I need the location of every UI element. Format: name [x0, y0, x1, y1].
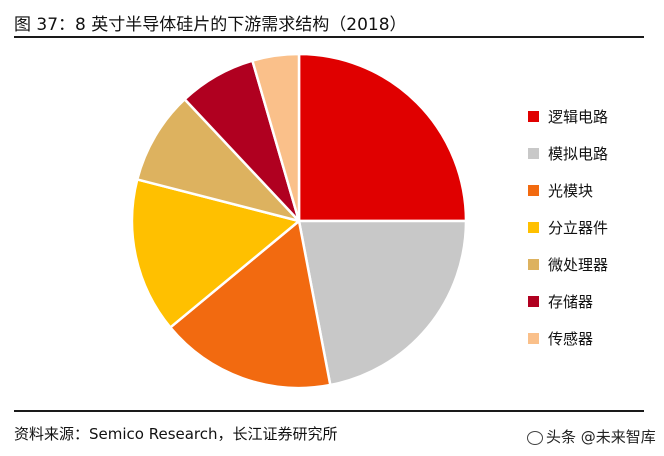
legend-label: 分立器件: [548, 219, 609, 237]
watermark: 头条 @未来智库: [527, 426, 656, 447]
legend-label: 模拟电路: [548, 145, 609, 163]
legend-item-5: 微处理器: [528, 246, 608, 283]
legend-item-7: 传感器: [528, 320, 608, 357]
legend-item-6: 存储器: [528, 283, 608, 320]
watermark-icon: [527, 430, 543, 445]
legend-swatch: [528, 222, 539, 233]
legend-swatch: [528, 296, 539, 307]
chart-legend: 逻辑电路模拟电路光模块分立器件微处理器存储器传感器: [528, 98, 608, 357]
chart-title: 图 37：8 英寸半导体硅片的下游需求结构（2018）: [14, 15, 407, 35]
legend-item-3: 光模块: [528, 172, 608, 209]
title-rule: [14, 36, 644, 38]
pie-slice-4: [130, 178, 301, 329]
legend-label: 逻辑电路: [548, 108, 609, 126]
legend-item-2: 模拟电路: [528, 135, 608, 172]
pie-slice-2: [297, 219, 468, 387]
source-rule: [14, 410, 644, 412]
legend-label: 存储器: [548, 293, 594, 311]
pie-slice-5: [136, 98, 301, 223]
legend-swatch: [528, 333, 539, 344]
legend-swatch: [528, 259, 539, 270]
source-note: 资料来源：Semico Research，长江证券研究所: [14, 425, 338, 443]
legend-swatch: [528, 185, 539, 196]
legend-swatch: [528, 111, 539, 122]
pie-slice-3: [169, 219, 332, 390]
legend-label: 光模块: [548, 182, 594, 200]
legend-item-1: 逻辑电路: [528, 98, 608, 135]
legend-swatch: [528, 148, 539, 159]
pie-slice-1: [297, 52, 468, 223]
legend-label: 传感器: [548, 330, 594, 348]
pie-slice-7: [251, 52, 301, 223]
legend-label: 微处理器: [548, 256, 609, 274]
legend-item-4: 分立器件: [528, 209, 608, 246]
watermark-text: 头条 @未来智库: [546, 428, 656, 446]
